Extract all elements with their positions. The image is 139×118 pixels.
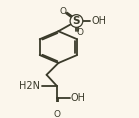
Text: H2N: H2N [19, 81, 40, 91]
Text: S: S [73, 16, 80, 26]
Text: O: O [76, 28, 83, 37]
Text: OH: OH [91, 16, 106, 26]
Text: O: O [59, 7, 66, 16]
Text: OH: OH [71, 93, 86, 103]
Text: O: O [54, 110, 60, 118]
